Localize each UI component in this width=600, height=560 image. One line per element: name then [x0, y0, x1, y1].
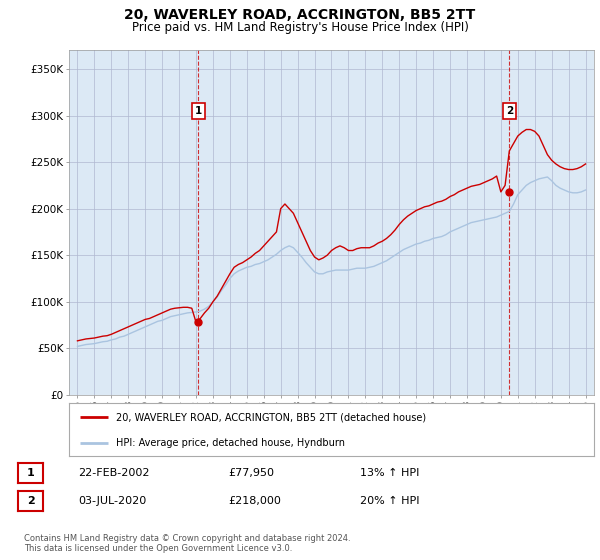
- Text: 20% ↑ HPI: 20% ↑ HPI: [360, 496, 419, 506]
- Text: Contains HM Land Registry data © Crown copyright and database right 2024.
This d: Contains HM Land Registry data © Crown c…: [24, 534, 350, 553]
- Text: 1: 1: [27, 468, 34, 478]
- Text: 1: 1: [195, 106, 202, 116]
- Text: 2: 2: [506, 106, 513, 116]
- Text: 03-JUL-2020: 03-JUL-2020: [78, 496, 146, 506]
- Text: 13% ↑ HPI: 13% ↑ HPI: [360, 468, 419, 478]
- Text: 20, WAVERLEY ROAD, ACCRINGTON, BB5 2TT (detached house): 20, WAVERLEY ROAD, ACCRINGTON, BB5 2TT (…: [116, 412, 427, 422]
- Text: £77,950: £77,950: [228, 468, 274, 478]
- Text: HPI: Average price, detached house, Hyndburn: HPI: Average price, detached house, Hynd…: [116, 437, 345, 447]
- Text: 20, WAVERLEY ROAD, ACCRINGTON, BB5 2TT: 20, WAVERLEY ROAD, ACCRINGTON, BB5 2TT: [124, 8, 476, 22]
- Text: £218,000: £218,000: [228, 496, 281, 506]
- Text: Price paid vs. HM Land Registry's House Price Index (HPI): Price paid vs. HM Land Registry's House …: [131, 21, 469, 34]
- Text: 22-FEB-2002: 22-FEB-2002: [78, 468, 149, 478]
- Text: 2: 2: [27, 496, 34, 506]
